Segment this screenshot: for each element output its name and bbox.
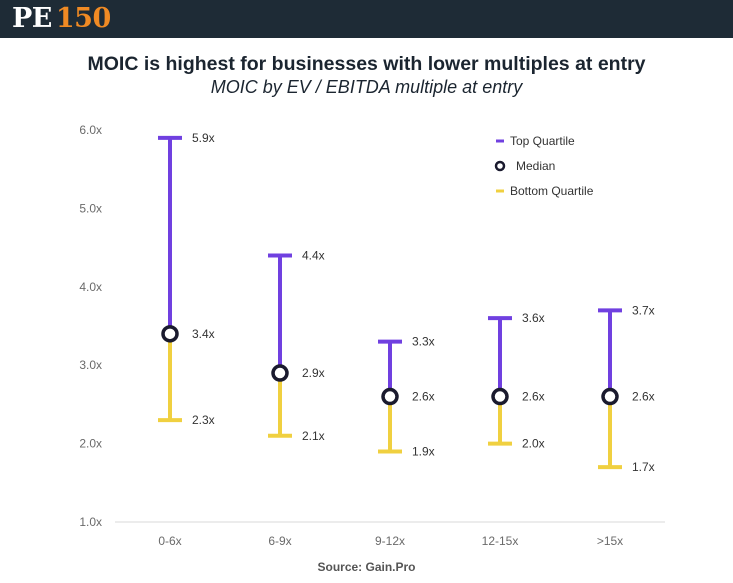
pe150-logo[interactable]: PE 150 bbox=[12, 3, 111, 35]
bottom-quartile-label: 1.7x bbox=[632, 460, 655, 474]
median-label: 2.6x bbox=[632, 390, 655, 404]
logo-pe-text: PE bbox=[12, 3, 52, 34]
legend-median-label: Median bbox=[516, 159, 555, 173]
top-quartile-label: 3.3x bbox=[412, 335, 435, 349]
legend-bottom-quartile-label: Bottom Quartile bbox=[510, 184, 594, 198]
bottom-quartile-label: 2.1x bbox=[302, 429, 325, 443]
y-tick-label: 4.0x bbox=[79, 280, 102, 294]
legend-top-quartile-label: Top Quartile bbox=[510, 134, 575, 148]
logo-number-text: 150 bbox=[55, 3, 111, 34]
bottom-quartile-label: 1.9x bbox=[412, 444, 435, 458]
top-quartile-label: 4.4x bbox=[302, 248, 325, 262]
header-bar: PE 150 bbox=[0, 0, 733, 38]
median-label: 2.6x bbox=[412, 390, 435, 404]
chart-title: MOIC is highest for businesses with lowe… bbox=[87, 53, 646, 75]
chart-subtitle: MOIC by EV / EBITDA multiple at entry bbox=[210, 77, 523, 97]
median-label: 3.4x bbox=[192, 327, 215, 341]
x-tick-label: 6-9x bbox=[268, 534, 291, 548]
y-tick-label: 3.0x bbox=[79, 358, 102, 372]
top-quartile-label: 5.9x bbox=[192, 131, 215, 145]
y-tick-label: 1.0x bbox=[79, 515, 102, 529]
legend-median-swatch bbox=[494, 160, 506, 172]
top-quartile-label: 3.6x bbox=[522, 311, 545, 325]
median-marker bbox=[601, 387, 619, 406]
y-tick-label: 2.0x bbox=[79, 437, 102, 451]
median-marker bbox=[381, 387, 399, 406]
median-label: 2.6x bbox=[522, 390, 545, 404]
median-marker bbox=[161, 325, 179, 343]
y-tick-label: 5.0x bbox=[79, 201, 102, 215]
median-marker bbox=[271, 364, 289, 382]
median-marker bbox=[491, 387, 509, 406]
x-tick-label: 9-12x bbox=[375, 534, 405, 548]
x-tick-label: >15x bbox=[597, 534, 623, 548]
x-tick-label: 12-15x bbox=[482, 534, 519, 548]
y-tick-label: 6.0x bbox=[79, 123, 102, 137]
bottom-quartile-label: 2.3x bbox=[192, 413, 215, 427]
top-quartile-label: 3.7x bbox=[632, 303, 655, 317]
source-note: Source: Gain.Pro bbox=[317, 560, 416, 574]
bottom-quartile-label: 2.0x bbox=[522, 437, 545, 451]
median-label: 2.9x bbox=[302, 366, 325, 380]
x-tick-label: 0-6x bbox=[158, 534, 181, 548]
